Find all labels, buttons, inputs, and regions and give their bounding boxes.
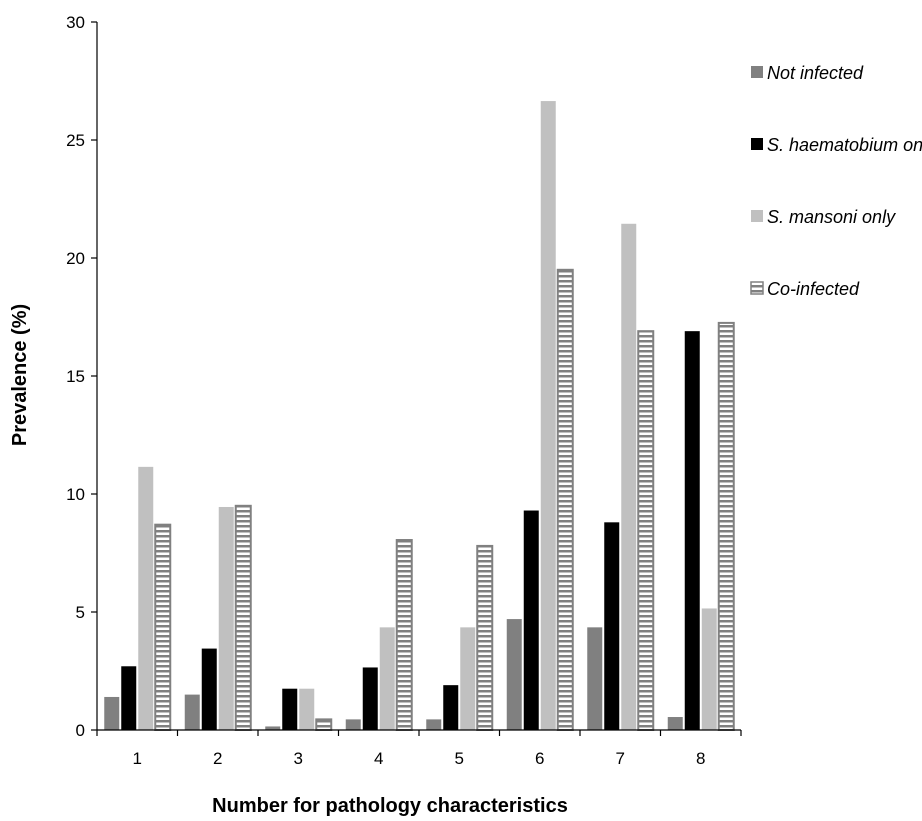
bar-not-infected-3 [265, 726, 281, 730]
x-tick-label: 1 [133, 749, 142, 768]
bar-not-infected-6 [506, 619, 522, 730]
y-axis-title: Prevalence (%) [9, 304, 31, 446]
x-tick-label: 6 [535, 749, 544, 768]
bar-s-haematobium-only-3 [282, 688, 298, 730]
bar-s-haematobium-only-8 [684, 331, 700, 730]
bar-co-infected-5 [476, 544, 494, 731]
bar-s-haematobium-only-6 [523, 510, 539, 730]
bar-not-infected-5 [426, 719, 442, 730]
x-tick-label: 5 [455, 749, 464, 768]
y-tick-label: 25 [66, 131, 85, 150]
bar-not-infected-1 [104, 696, 120, 730]
bar-s-mansoni-only-2 [218, 506, 234, 730]
y-tick-label: 15 [66, 367, 85, 386]
bar-s-haematobium-only-4 [362, 667, 378, 730]
bar-s-haematobium-only-5 [443, 685, 459, 730]
legend-item: Co-infected [750, 279, 860, 299]
bar-not-infected-4 [345, 719, 361, 730]
y-tick-label: 30 [66, 13, 85, 32]
bar-co-infected-3 [315, 718, 333, 732]
bar-s-haematobium-only-1 [121, 666, 137, 730]
x-tick-label: 8 [696, 749, 705, 768]
y-tick-label: 10 [66, 485, 85, 504]
ticks-group: 0 5 10 15 20 25 30 1 2 3 4 5 6 7 8 [66, 13, 742, 768]
bar-s-mansoni-only-1 [138, 466, 154, 730]
bar-co-infected-1 [154, 523, 172, 731]
x-tick-label: 7 [616, 749, 625, 768]
legend-swatch [750, 281, 764, 295]
legend-item: Not infected [751, 63, 864, 83]
bar-co-infected-7 [637, 330, 655, 731]
bar-s-mansoni-only-3 [299, 688, 315, 730]
bars-group [104, 101, 735, 732]
bar-s-haematobium-only-7 [604, 522, 620, 730]
bar-s-mansoni-only-6 [540, 101, 556, 730]
legend-label: S. mansoni only [767, 207, 896, 227]
y-tick-label: 5 [76, 603, 85, 622]
y-tick-label: 20 [66, 249, 85, 268]
legend-item: S. mansoni only [751, 207, 896, 227]
bar-s-mansoni-only-8 [701, 608, 717, 730]
legend-swatch [751, 66, 763, 78]
bar-s-mansoni-only-5 [460, 627, 476, 730]
x-tick-label: 2 [213, 749, 222, 768]
bar-not-infected-2 [184, 694, 200, 730]
x-tick-label: 3 [294, 749, 303, 768]
bar-co-infected-4 [395, 539, 413, 732]
legend-item: S. haematobium only [751, 135, 922, 155]
legend: Not infected S. haematobium only S. manson… [750, 63, 922, 299]
legend-swatch [751, 210, 763, 222]
x-axis-title: Number for pathology characteristics [212, 795, 568, 817]
bar-co-infected-6 [556, 268, 574, 731]
legend-label: S. haematobium only [767, 135, 922, 155]
legend-label: Co-infected [767, 279, 860, 299]
bar-s-haematobium-only-2 [201, 648, 217, 730]
legend-swatch [751, 138, 763, 150]
bar-not-infected-7 [587, 627, 603, 730]
y-tick-label: 0 [76, 721, 85, 740]
bar-co-infected-8 [717, 321, 735, 731]
bar-s-mansoni-only-4 [379, 627, 395, 730]
bar-s-mansoni-only-7 [621, 223, 637, 730]
bar-not-infected-8 [667, 717, 683, 730]
legend-label: Not infected [767, 63, 864, 83]
x-tick-label: 4 [374, 749, 383, 768]
bar-co-infected-2 [234, 504, 252, 731]
